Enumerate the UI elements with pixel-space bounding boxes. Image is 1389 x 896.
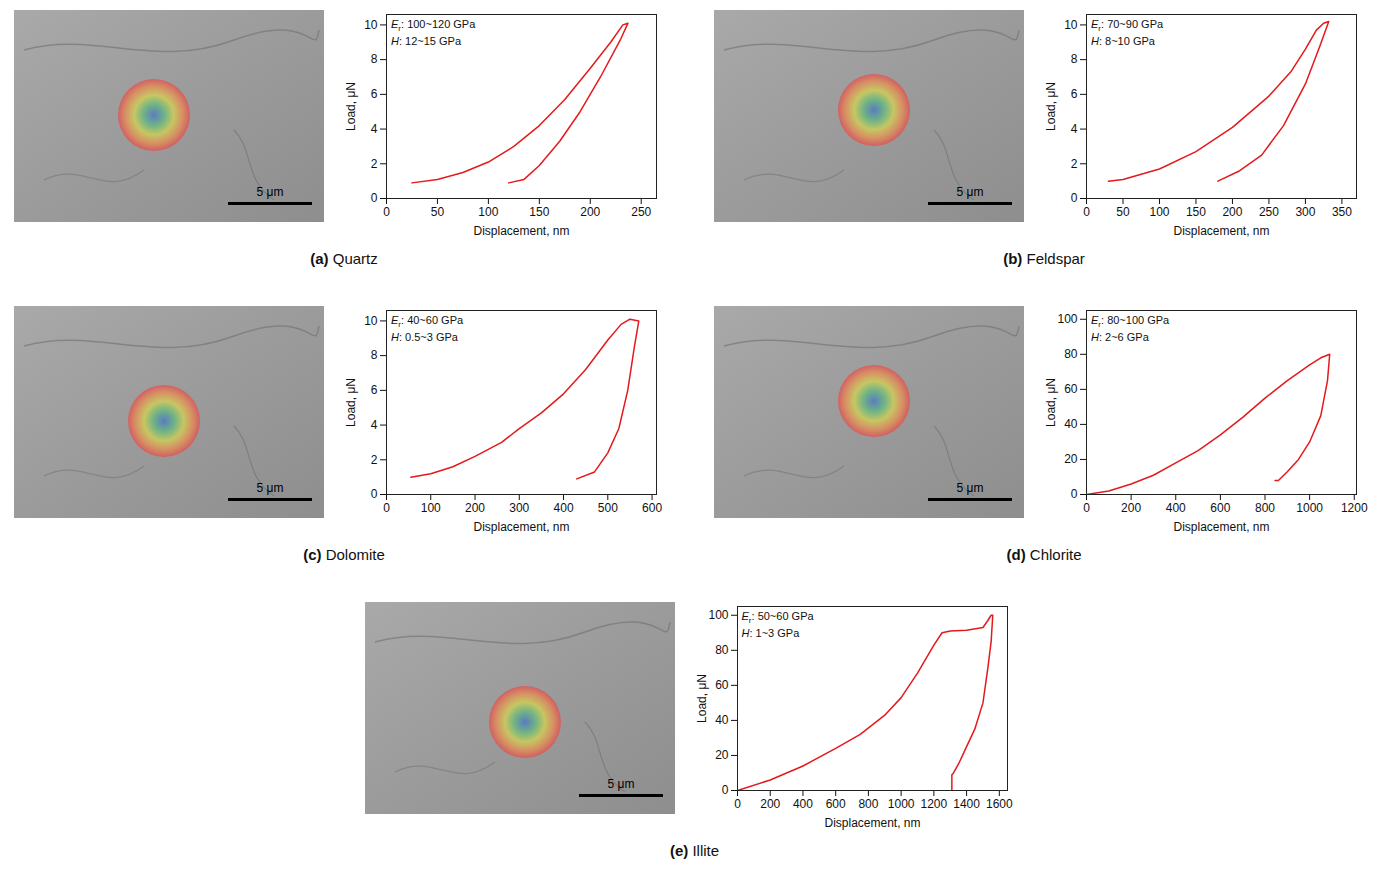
svg-text:200: 200 [760, 797, 780, 811]
html-text:H: 8~10 GPa: H: 8~10 GPa [1091, 35, 1155, 48]
svg-text:Load, μN: Load, μN [344, 82, 358, 131]
svg-text:800: 800 [858, 797, 878, 811]
html-text:Er: 100~120 GPa: Er: 100~120 GPa [391, 18, 476, 34]
svg-text:600: 600 [1210, 501, 1230, 515]
svg-text:4: 4 [371, 418, 378, 432]
svg-text:60: 60 [1064, 382, 1078, 396]
html-text:H: 2~6 GPa: H: 2~6 GPa [1091, 331, 1149, 344]
svg-text:300: 300 [509, 501, 529, 515]
svg-text:80: 80 [715, 643, 729, 657]
html-text:H: 1~3 GPa: H: 1~3 GPa [741, 627, 800, 640]
svg-text:5 μm: 5 μm [257, 481, 284, 495]
svg-text:10: 10 [364, 18, 378, 32]
svg-text:200: 200 [1222, 205, 1242, 219]
svg-text:1200: 1200 [920, 797, 947, 811]
svg-text:6: 6 [371, 383, 378, 397]
html-text:(b) Feldspar: (b) Feldspar [1003, 250, 1085, 267]
svg-text:1000: 1000 [1296, 501, 1323, 515]
svg-text:Load, μN: Load, μN [695, 674, 709, 723]
svg-text:2: 2 [371, 453, 378, 467]
svg-text:4: 4 [1071, 122, 1078, 136]
svg-text:50: 50 [431, 205, 445, 219]
svg-text:100: 100 [421, 501, 441, 515]
svg-text:50: 50 [1116, 205, 1130, 219]
svg-text:80: 80 [1064, 347, 1078, 361]
svg-text:6: 6 [1071, 87, 1078, 101]
svg-text:200: 200 [580, 205, 600, 219]
svg-text:0: 0 [1083, 205, 1090, 219]
svg-text:Load, μN: Load, μN [344, 378, 358, 427]
svg-text:40: 40 [1064, 417, 1078, 431]
svg-text:350: 350 [1332, 205, 1352, 219]
svg-text:Load, μN: Load, μN [1044, 82, 1058, 131]
svg-text:Displacement, nm: Displacement, nm [1173, 520, 1269, 534]
svg-text:20: 20 [1064, 452, 1078, 466]
svg-text:300: 300 [1295, 205, 1315, 219]
svg-text:100: 100 [478, 205, 498, 219]
svg-text:0: 0 [371, 191, 378, 205]
svg-text:2: 2 [1071, 157, 1078, 171]
svg-text:0: 0 [734, 797, 741, 811]
svg-text:5 μm: 5 μm [607, 777, 634, 791]
svg-text:20: 20 [715, 748, 729, 762]
svg-text:10: 10 [364, 314, 378, 328]
svg-text:1600: 1600 [985, 797, 1012, 811]
svg-text:600: 600 [825, 797, 845, 811]
html-text:Er: 70~90 GPa: Er: 70~90 GPa [1091, 18, 1164, 34]
svg-text:4: 4 [371, 122, 378, 136]
svg-text:400: 400 [792, 797, 812, 811]
html-text:Er: 50~60 GPa: Er: 50~60 GPa [741, 610, 814, 626]
svg-text:0: 0 [383, 205, 390, 219]
svg-text:Displacement, nm: Displacement, nm [824, 816, 920, 830]
svg-text:5 μm: 5 μm [957, 185, 984, 199]
svg-text:5 μm: 5 μm [257, 185, 284, 199]
svg-text:Load, μN: Load, μN [1044, 378, 1058, 427]
svg-text:5 μm: 5 μm [957, 481, 984, 495]
svg-text:Displacement, nm: Displacement, nm [1173, 224, 1269, 238]
svg-text:600: 600 [642, 501, 662, 515]
svg-text:8: 8 [371, 348, 378, 362]
svg-text:200: 200 [465, 501, 485, 515]
html-text:H: 0.5~3 GPa: H: 0.5~3 GPa [391, 331, 458, 344]
svg-text:800: 800 [1255, 501, 1275, 515]
html-text:Er: 80~100 GPa: Er: 80~100 GPa [1091, 314, 1170, 330]
svg-text:1200: 1200 [1341, 501, 1368, 515]
svg-text:0: 0 [721, 783, 728, 797]
html-text:(c) Dolomite: (c) Dolomite [303, 546, 385, 563]
html-text:Er: 40~60 GPa: Er: 40~60 GPa [391, 314, 464, 330]
svg-text:250: 250 [1259, 205, 1279, 219]
svg-text:100: 100 [1057, 312, 1077, 326]
svg-text:500: 500 [598, 501, 618, 515]
svg-text:60: 60 [715, 678, 729, 692]
svg-text:1400: 1400 [953, 797, 980, 811]
svg-text:1000: 1000 [887, 797, 914, 811]
svg-text:250: 250 [631, 205, 651, 219]
svg-text:400: 400 [1166, 501, 1186, 515]
svg-text:8: 8 [371, 52, 378, 66]
html-text:(d) Chlorite: (d) Chlorite [1006, 546, 1082, 563]
svg-text:8: 8 [1071, 52, 1078, 66]
svg-text:0: 0 [1083, 501, 1090, 515]
svg-text:0: 0 [371, 487, 378, 501]
svg-text:40: 40 [715, 713, 729, 727]
svg-text:Displacement, nm: Displacement, nm [473, 520, 569, 534]
html-text:(a) Quartz: (a) Quartz [310, 250, 378, 267]
svg-text:10: 10 [1064, 18, 1078, 32]
svg-text:400: 400 [554, 501, 574, 515]
svg-text:2: 2 [371, 157, 378, 171]
svg-text:150: 150 [1186, 205, 1206, 219]
svg-text:0: 0 [383, 501, 390, 515]
html-text:H: 12~15 GPa: H: 12~15 GPa [391, 35, 461, 48]
svg-text:0: 0 [1071, 487, 1078, 501]
svg-text:0: 0 [1071, 191, 1078, 205]
svg-text:Displacement, nm: Displacement, nm [473, 224, 569, 238]
svg-text:6: 6 [371, 87, 378, 101]
svg-text:200: 200 [1121, 501, 1141, 515]
html-text:(e) Illite: (e) Illite [669, 842, 720, 859]
svg-text:150: 150 [529, 205, 549, 219]
svg-text:100: 100 [1149, 205, 1169, 219]
svg-text:100: 100 [708, 608, 728, 622]
